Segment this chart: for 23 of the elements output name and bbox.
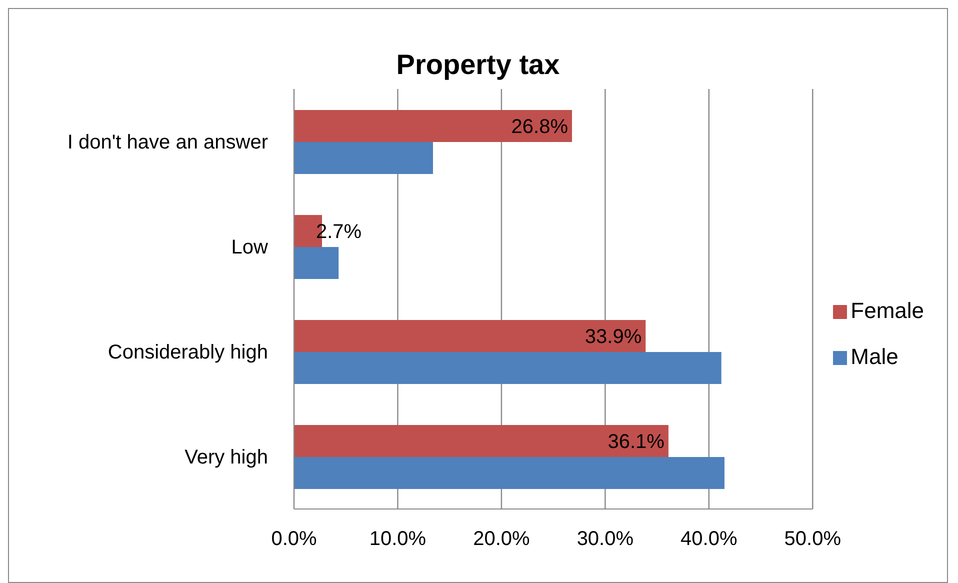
- x-tick-label: 30.0%: [576, 528, 634, 550]
- y-tick-label: Very high: [184, 446, 268, 469]
- x-tick-label: 20.0%: [473, 528, 530, 550]
- bar: [294, 110, 572, 142]
- bar: [294, 457, 724, 489]
- data-label: 26.8%: [511, 116, 568, 138]
- data-label: 33.9%: [584, 326, 642, 348]
- chart-title: Property tax: [395, 48, 561, 82]
- x-tick-label: 40.0%: [680, 528, 738, 550]
- legend-label: Female: [850, 298, 924, 323]
- bar: [294, 247, 339, 279]
- x-tick-label: 0.0%: [271, 528, 318, 550]
- x-tick-label: 10.0%: [369, 528, 426, 550]
- x-tick-label: 50.0%: [784, 528, 842, 550]
- bar: [294, 352, 722, 384]
- bar: [294, 425, 668, 457]
- bar: [294, 142, 433, 174]
- legend-label: Male: [850, 344, 898, 369]
- y-tick-label: Low: [231, 236, 269, 259]
- y-tick-label: I don't have an answer: [67, 132, 268, 154]
- data-label: 36.1%: [608, 431, 665, 453]
- y-tick-label: Considerably high: [108, 342, 268, 364]
- bar: [294, 320, 646, 352]
